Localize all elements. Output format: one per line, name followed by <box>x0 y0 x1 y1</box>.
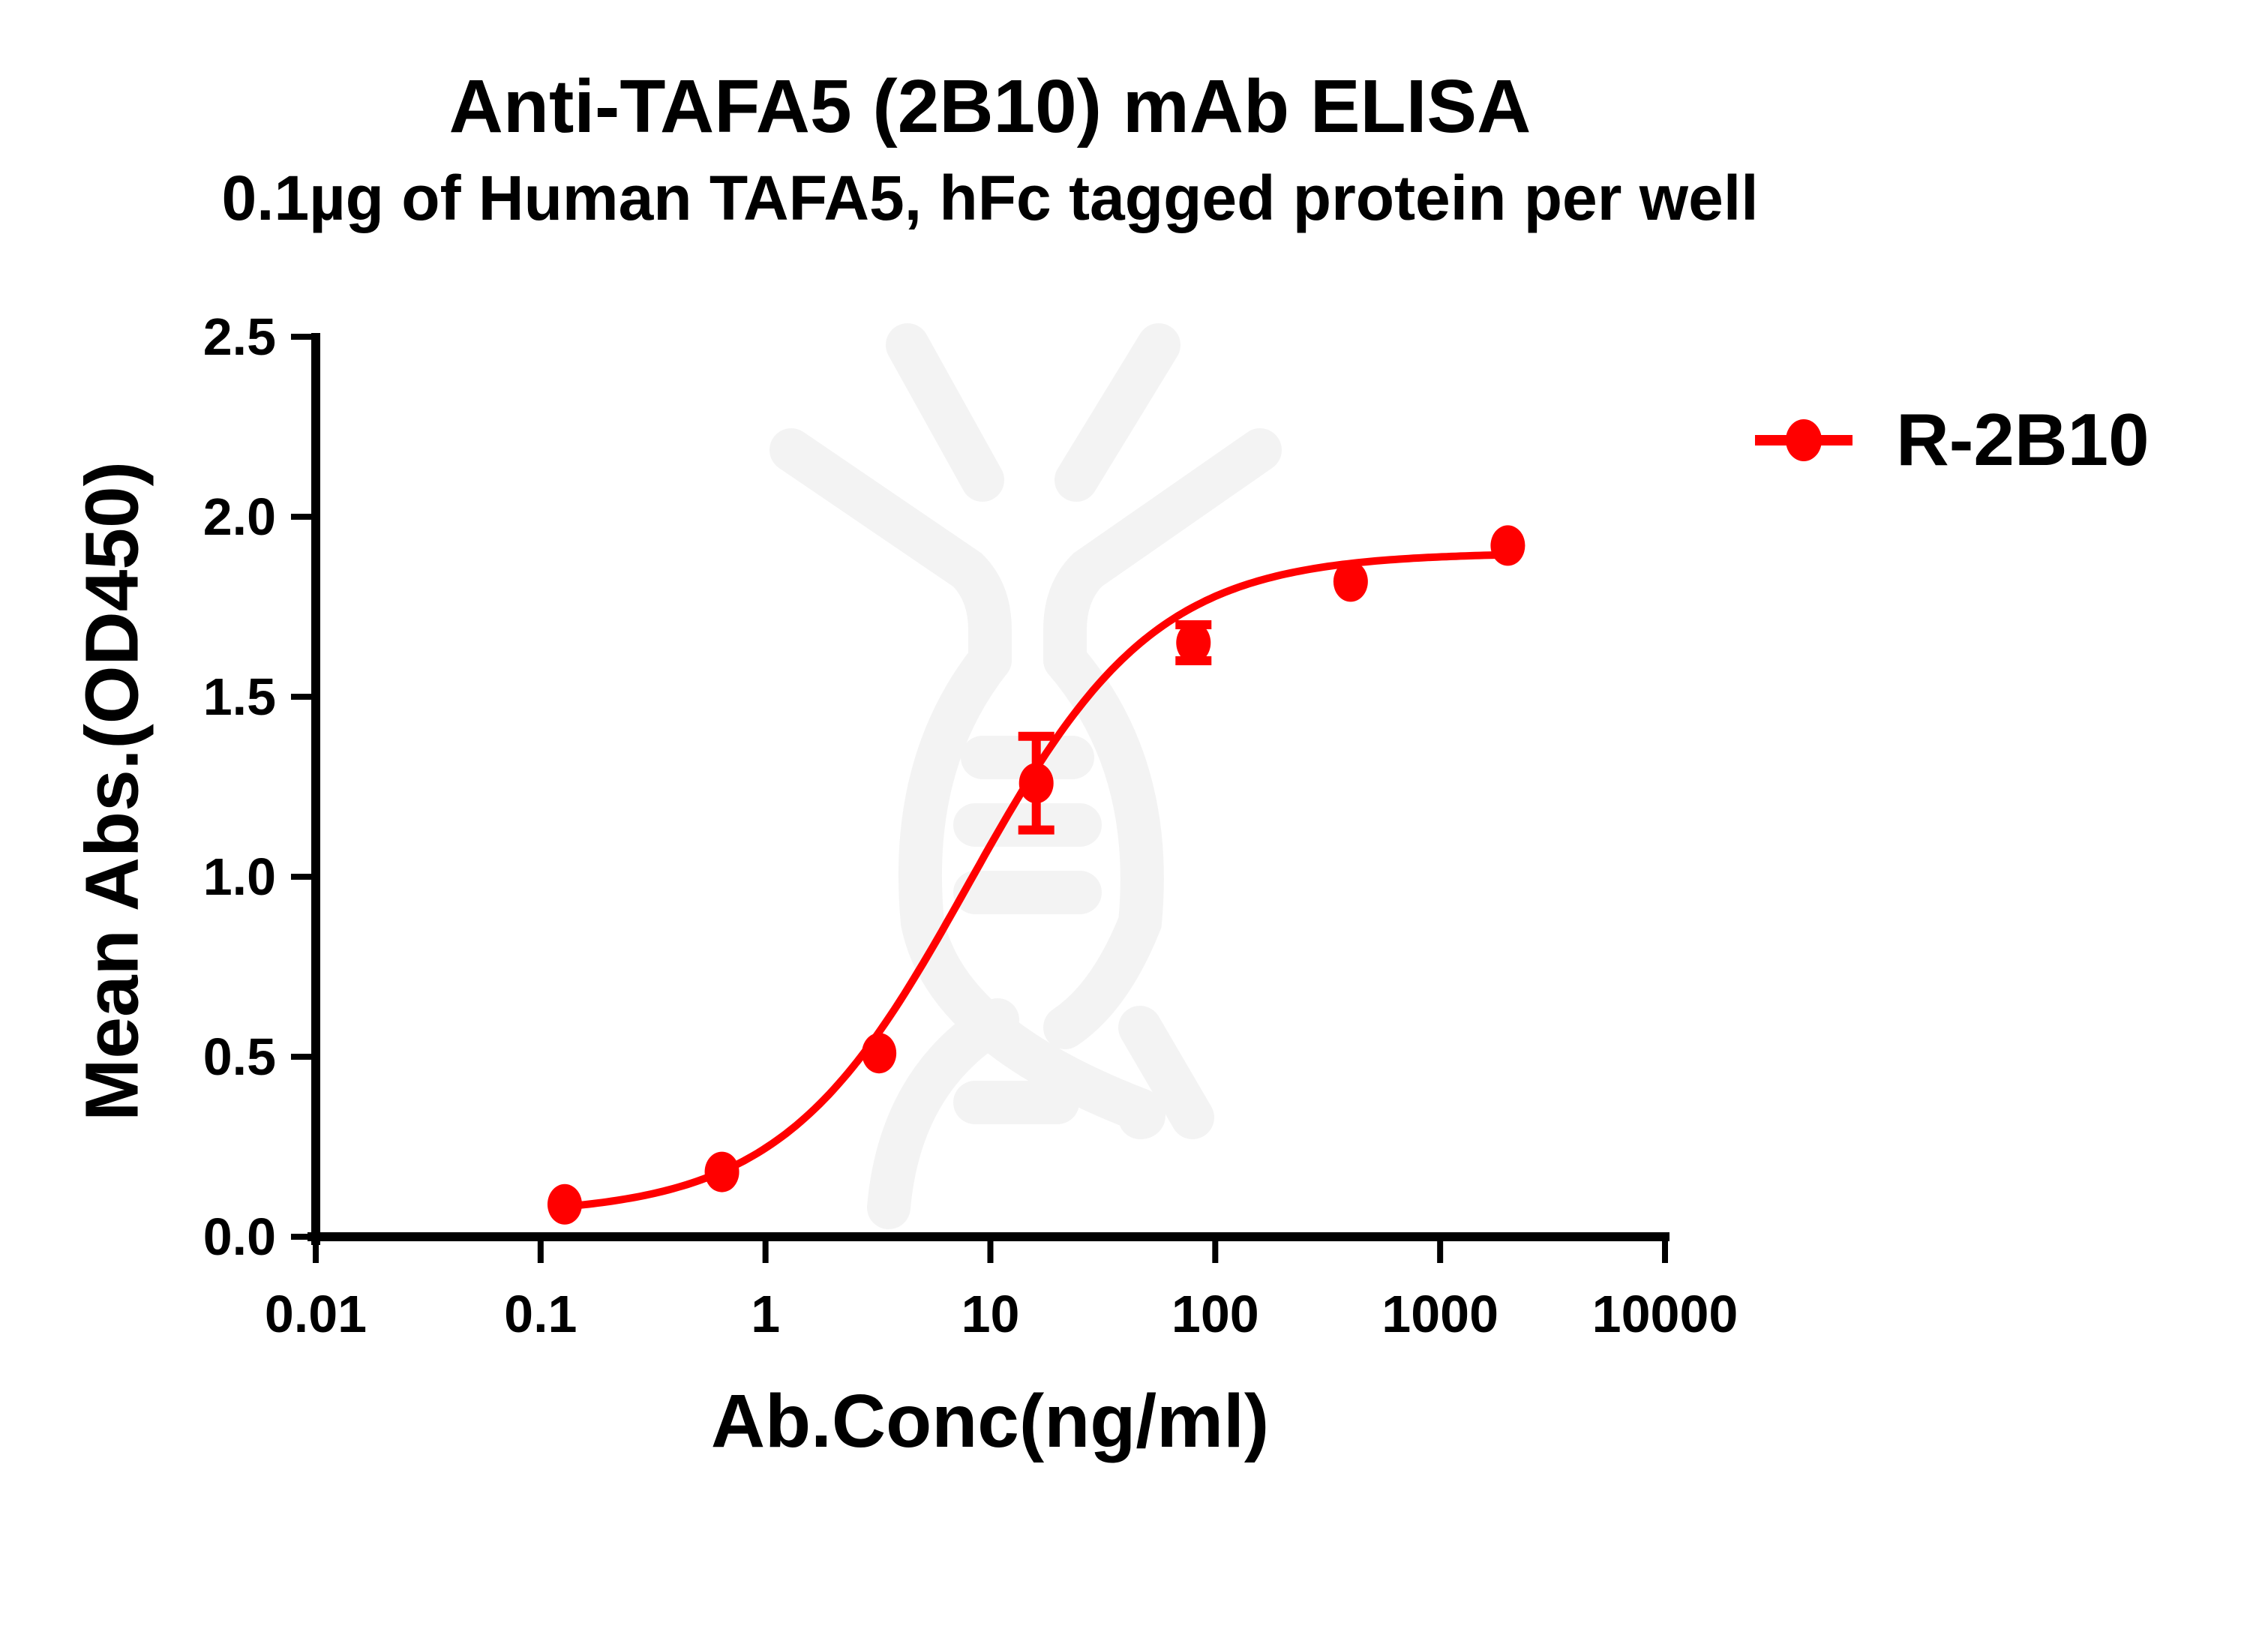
y-axis-ticks <box>291 334 316 1240</box>
data-point <box>862 1033 897 1074</box>
x-axis-ticks <box>313 1237 1668 1263</box>
x-axis-label: Ab.Conc(ng/ml) <box>710 1379 1270 1463</box>
y-tick-label: 2.0 <box>202 488 276 546</box>
data-point <box>704 1151 740 1192</box>
y-tick-label: 1.5 <box>202 668 276 726</box>
data-point <box>1018 763 1054 804</box>
x-tick-label: 0.01 <box>264 1285 368 1343</box>
data-point <box>1176 622 1211 663</box>
legend-label: R-2B10 <box>1896 398 2150 481</box>
data-point <box>547 1184 582 1225</box>
x-tick-label: 0.1 <box>504 1285 578 1343</box>
legend-marker-icon <box>1755 418 1852 461</box>
x-tick-label: 10000 <box>1592 1285 1738 1343</box>
watermark-logo <box>770 323 1282 1229</box>
y-tick-label: 1.0 <box>202 848 276 906</box>
data-point <box>1490 525 1526 566</box>
x-tick-label: 100 <box>1171 1285 1259 1343</box>
legend: R-2B10 <box>1755 398 2150 482</box>
data-point <box>1333 561 1368 602</box>
y-axis-label: Mean Abs.(OD450) <box>70 461 154 1121</box>
data-points <box>547 525 1526 1225</box>
y-tick-label: 2.5 <box>202 308 276 366</box>
x-tick-label: 10 <box>961 1285 1020 1343</box>
y-tick-label: 0.5 <box>202 1028 276 1086</box>
x-tick-label: 1000 <box>1382 1285 1499 1343</box>
chart-subtitle: 0.1µg of Human TAFA5, hFc tagged protein… <box>221 163 1759 233</box>
chart-title: Anti-TAFA5 (2B10) mAb ELISA <box>448 64 1532 148</box>
x-tick-label: 1 <box>751 1285 781 1343</box>
y-tick-label: 0.0 <box>202 1208 276 1266</box>
